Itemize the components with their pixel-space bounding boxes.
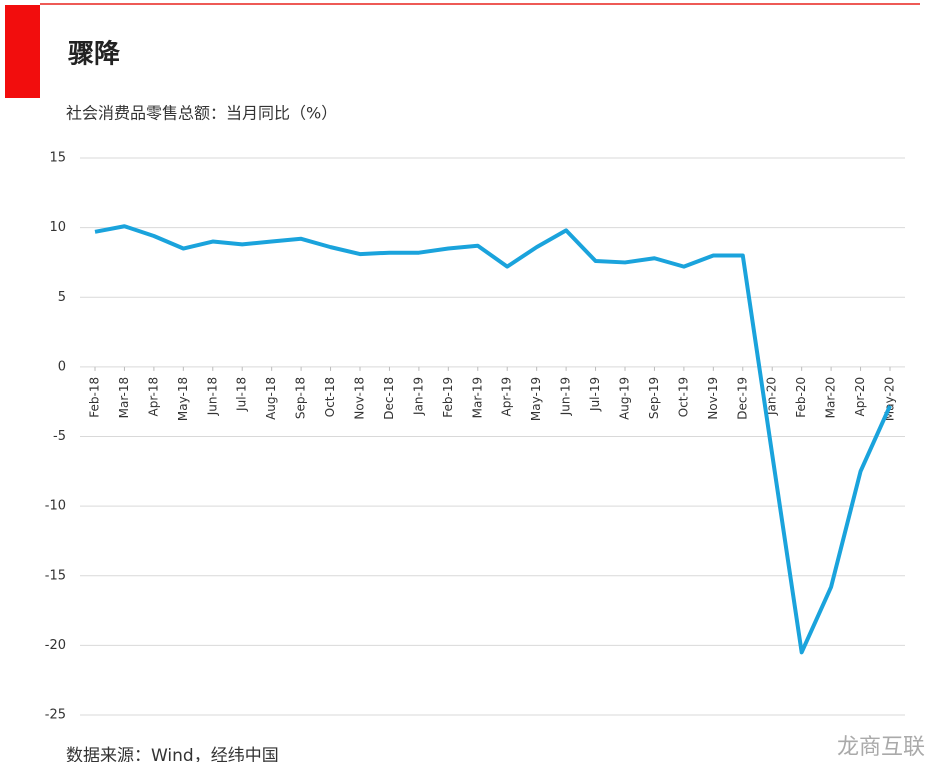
chart-subtitle: 社会消费品零售总额：当月同比（%）: [66, 104, 337, 123]
y-tick-label: -15: [45, 568, 66, 583]
chart-title: 骤降: [68, 40, 121, 70]
x-tick-label: Feb-20: [794, 377, 808, 418]
y-tick-label: -5: [53, 429, 66, 444]
x-tick-label: Jul-18: [235, 377, 249, 412]
x-tick-label: Apr-18: [146, 377, 160, 417]
x-tick-label: Mar-19: [470, 377, 484, 418]
accent-block: [5, 5, 40, 98]
y-tick-label: 10: [49, 220, 66, 235]
x-tick-label: Oct-19: [676, 377, 690, 417]
y-tick-label: -25: [45, 708, 66, 723]
x-tick-label: Nov-19: [706, 377, 720, 420]
y-tick-label: 0: [58, 359, 66, 374]
x-tick-label: Oct-18: [323, 377, 337, 417]
x-tick-label: Jul-19: [588, 377, 602, 412]
y-tick-label: 5: [58, 290, 66, 305]
x-tick-label: Aug-18: [264, 377, 278, 420]
x-tick-label: Sep-19: [647, 377, 661, 419]
y-tick-label: 15: [49, 151, 66, 166]
x-tick-label: Jan-19: [411, 377, 425, 416]
y-tick-label: -20: [45, 638, 66, 653]
x-tick-label: Jan-20: [765, 377, 779, 416]
x-tick-label: Dec-18: [382, 377, 396, 420]
x-tick-label: Dec-19: [735, 377, 749, 420]
y-tick-label: -10: [45, 499, 66, 514]
x-tick-label: Sep-18: [294, 377, 308, 419]
source-note: 数据来源：Wind，经纬中国: [66, 746, 279, 762]
x-tick-label: Apr-19: [500, 377, 514, 417]
data-line: [94, 224, 892, 655]
x-tick-label: Apr-20: [853, 377, 867, 417]
x-tick-label: Feb-19: [441, 377, 455, 418]
x-tick-label: May-18: [176, 377, 190, 421]
x-tick-label: Nov-18: [353, 377, 367, 420]
x-tick-label: Jun-19: [559, 377, 573, 416]
x-tick-label: Mar-18: [117, 377, 131, 418]
x-tick-label: Mar-20: [824, 377, 838, 418]
watermark: 龙商互联: [837, 735, 925, 760]
x-tick-label: Jun-18: [205, 377, 219, 416]
x-tick-label: Aug-19: [618, 377, 632, 420]
x-tick-label: Feb-18: [88, 377, 102, 418]
x-tick-label: May-19: [529, 377, 543, 421]
